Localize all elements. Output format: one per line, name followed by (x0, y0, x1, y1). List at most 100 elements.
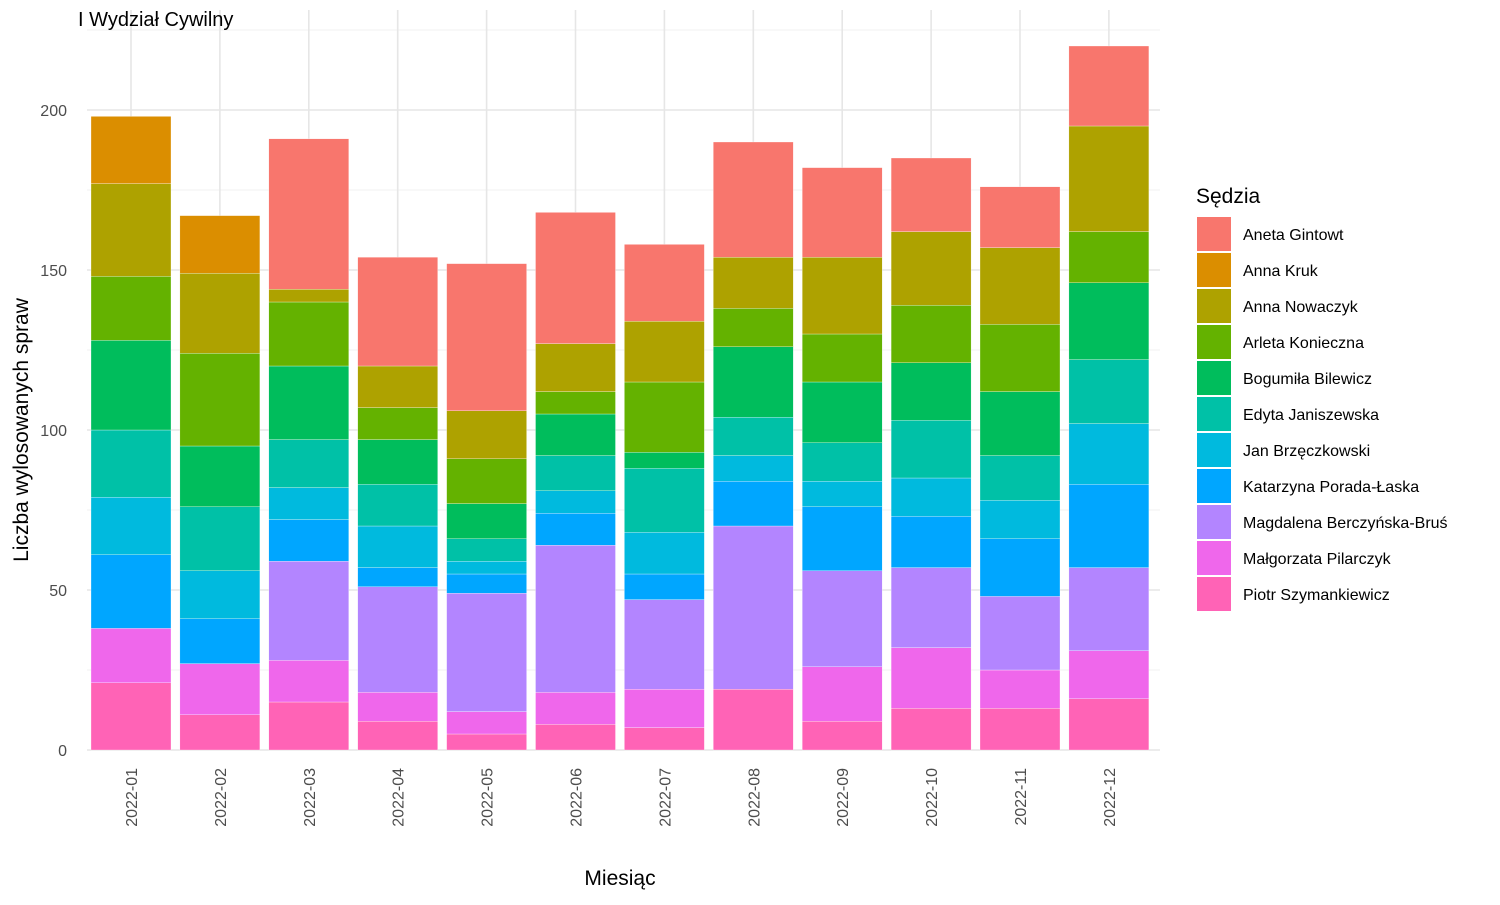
bar-segment (802, 257, 883, 335)
legend-key (1197, 253, 1231, 287)
bar-segment (179, 618, 261, 664)
bar-segment (446, 593, 527, 712)
bar-segment (357, 692, 438, 722)
x-tick-label: 2022-03 (302, 768, 319, 827)
legend-key (1197, 469, 1231, 503)
bar-segment (179, 570, 261, 619)
legend-key (1197, 361, 1231, 395)
bar-segment (179, 353, 261, 447)
y-tick-label: 0 (58, 743, 67, 760)
bar-segment (90, 340, 172, 431)
bar-segment (979, 500, 1061, 539)
bar-segment (802, 666, 883, 722)
bar-segment (535, 212, 616, 344)
legend-label: Anna Kruk (1243, 263, 1319, 280)
bar-segment (713, 689, 794, 751)
bar-segment (713, 525, 794, 690)
bar-segment (1068, 423, 1150, 485)
x-axis-title: Miesiąc (584, 867, 655, 890)
bar-segment (1068, 282, 1150, 360)
bar-segment (446, 503, 527, 539)
legend-key (1197, 397, 1231, 431)
y-tick-label: 200 (40, 103, 67, 120)
x-tick-label: 2022-02 (213, 768, 230, 827)
bar-segment (90, 628, 172, 683)
bar-segment (802, 721, 883, 751)
x-tick-label: 2022-06 (569, 768, 586, 827)
y-tick-label: 150 (40, 263, 67, 280)
bar-segment (446, 538, 527, 562)
bar-segment (979, 247, 1061, 325)
y-tick-label: 50 (49, 583, 67, 600)
bar-segment (979, 391, 1061, 456)
bar-segment (268, 301, 349, 367)
bar-segment (979, 324, 1061, 392)
bar-segment (979, 669, 1061, 709)
bar-segment (890, 567, 972, 648)
bar-segment (1068, 698, 1150, 751)
y-tick-label: 100 (40, 423, 67, 440)
legend: Sędzia Aneta Gintowt Anna Kruk Anna Nowacz… (1196, 185, 1448, 611)
legend-key (1197, 433, 1231, 467)
legend-key (1197, 325, 1231, 359)
legend-label: Jan Brzęczkowski (1243, 443, 1370, 460)
bar-segment (268, 289, 349, 303)
bar-segment (890, 477, 972, 517)
bar-segment (979, 455, 1061, 501)
legend-label: Katarzyna Porada-Łaska (1243, 479, 1419, 496)
bar-segment (1068, 45, 1150, 127)
legend-label: Arleta Konieczna (1243, 335, 1364, 352)
bar-segment (357, 567, 438, 587)
bar-segment (90, 183, 172, 277)
bar-segment (90, 276, 172, 341)
x-tick-label: 2022-09 (835, 768, 852, 827)
bar-segment (268, 439, 349, 488)
bar-segment (890, 647, 972, 709)
bar-segment (890, 516, 972, 568)
bar-segment (802, 481, 883, 507)
bar-segment (179, 506, 261, 571)
bar-segment (179, 663, 261, 715)
bar-segment (90, 682, 172, 751)
x-tick-label: 2022-05 (480, 768, 497, 827)
bar-segment (713, 308, 794, 347)
bar-segment (890, 708, 972, 751)
bar-segment (535, 724, 616, 751)
bar-segment (446, 410, 527, 459)
bar-segment (624, 381, 705, 453)
bar-segment (890, 362, 972, 421)
bar-segment (802, 442, 883, 482)
bar-segment (268, 701, 349, 751)
x-tick-label: 2022-12 (1102, 768, 1119, 827)
bar-segment (890, 420, 972, 479)
legend-label: Edyta Janiszewska (1243, 407, 1379, 424)
bar-segment (624, 532, 705, 575)
bar-segment (1068, 650, 1150, 699)
bar-segment (357, 721, 438, 751)
bar-segment (179, 714, 261, 751)
bar-segment (357, 407, 438, 440)
x-tick-label: 2022-04 (391, 768, 408, 827)
bar-segment (1068, 567, 1150, 651)
bar-segment (1068, 359, 1150, 424)
bar-segment (535, 692, 616, 725)
bar-segment (446, 263, 527, 411)
bar-segment (535, 545, 616, 693)
bar-segment (890, 157, 972, 232)
bar-segment (357, 439, 438, 485)
bar-segment (179, 273, 261, 354)
bar-segment (713, 141, 794, 258)
bar-segment (268, 561, 349, 661)
legend-label: Aneta Gintowt (1243, 227, 1344, 244)
bar-segment (802, 333, 883, 383)
bar-segment (357, 586, 438, 693)
bar-segment (446, 458, 527, 504)
x-tick-label: 2022-07 (657, 768, 674, 827)
bar-segment (624, 468, 705, 533)
x-tick-label: 2022-10 (924, 768, 941, 827)
bar-segment (713, 257, 794, 309)
legend-label: Małgorzata Pilarczyk (1243, 551, 1392, 568)
legend-label: Bogumiła Bilewicz (1243, 371, 1372, 388)
bar-segment (357, 257, 438, 367)
